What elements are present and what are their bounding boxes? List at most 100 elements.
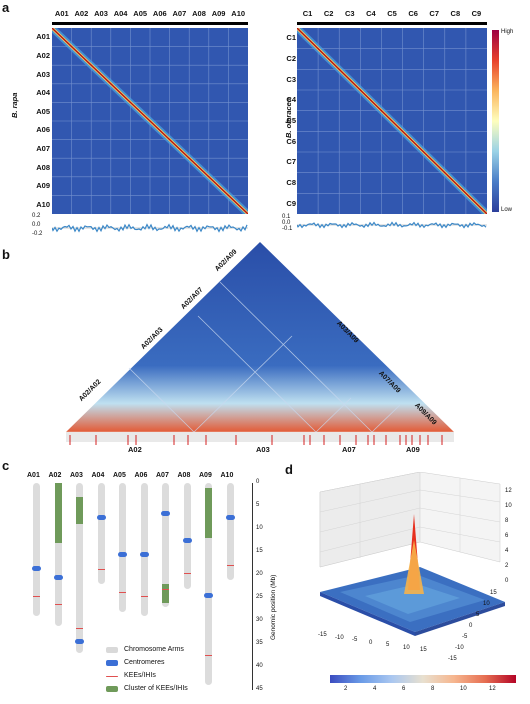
- chrom-row-label: A06: [36, 125, 50, 135]
- chrom-col-label: A10: [231, 9, 246, 18]
- chrom-row-label: A08: [36, 162, 50, 172]
- y-tick: 0: [256, 479, 260, 485]
- chrom-label: A07: [342, 445, 356, 454]
- y-tick: -10: [455, 645, 464, 651]
- chrom-row-label: C8: [286, 178, 296, 187]
- panel-d-letter: d: [285, 462, 293, 477]
- kee-cluster: [54, 483, 62, 543]
- chrom-row-label: A01: [36, 32, 50, 42]
- kee-mark: [33, 596, 40, 598]
- colorbar-tick: 10: [460, 686, 467, 692]
- y-tick: 30: [256, 617, 263, 623]
- genomic-position-label: Genomic position (Mb): [270, 574, 277, 640]
- panel-c-letter: c: [2, 458, 10, 473]
- chrom-col-label: C3: [344, 9, 355, 18]
- kee-mark: [54, 604, 62, 606]
- centromere: [204, 593, 213, 599]
- y-tick: 0: [469, 623, 473, 629]
- colorbar-tick: 12: [489, 686, 496, 692]
- b-oleracea-track-tick-3: -0.1: [282, 226, 293, 232]
- chrom-row-label: A03: [36, 69, 50, 79]
- centromere: [75, 639, 84, 645]
- legend-label: KEEs/IHIs: [124, 672, 156, 679]
- y-tick: 15: [256, 548, 263, 554]
- chromosome-ideogram: A01 A02 A03 A04 A05 A06 A07 A08 A09 A10: [27, 472, 250, 692]
- y-tick: 35: [256, 640, 263, 646]
- chromosome-arm: [140, 483, 148, 617]
- chrom-row-label: A10: [36, 199, 50, 209]
- surface-z-ticks: 0 2 4 6 8 10 12: [505, 478, 525, 588]
- colorbar-tick: 6: [402, 686, 406, 692]
- legend-swatch: [106, 676, 118, 677]
- b-oleracea-top-track: [297, 22, 487, 25]
- z-tick: 2: [505, 563, 509, 569]
- b-oleracea-chrom-labels: C1 C2 C3 C4 C5 C6 C7 C8 C9: [297, 9, 487, 21]
- b-rapa-hic-heatmap: [52, 28, 248, 214]
- b-rapa-track-tick-1: 0.2: [32, 213, 41, 219]
- b-oleracea-hic-heatmap: [297, 28, 487, 214]
- chrom-col-label: A05: [133, 9, 148, 18]
- b-oleracea-row-labels: C1 C2 C3 C4 C5 C6 C7 C8 C9: [278, 28, 296, 214]
- panel-b-chrom-labels: A02 A03 A07 A09: [66, 445, 454, 457]
- chromosome-arm: [33, 483, 40, 617]
- x-tick: -10: [335, 634, 344, 641]
- chrom-label: A02: [48, 472, 62, 479]
- x-tick: 10: [403, 644, 410, 651]
- chrom-row-label: A04: [36, 88, 50, 98]
- kee-mark: [97, 569, 105, 571]
- genomic-position-ticks: 0 5 10 15 20 25 30 35 40 45: [252, 479, 272, 694]
- kee-mark: [119, 592, 126, 594]
- legend-label: Chromosome Arms: [124, 646, 184, 653]
- chromosome-arm: [97, 483, 105, 585]
- chrom-row-label: A09: [36, 181, 50, 191]
- x-tick: 0: [369, 639, 373, 646]
- chrom-label: A04: [91, 472, 105, 479]
- panel-b-triangle-heatmap: [66, 242, 454, 442]
- colorbar-tick: 4: [373, 686, 377, 692]
- legend-swatch: [106, 660, 118, 666]
- z-tick: 6: [505, 533, 509, 539]
- y-tick: 20: [256, 571, 263, 577]
- panel-b-kee-track: [66, 432, 454, 445]
- panel-a-letter: a: [2, 0, 10, 15]
- y-tick: 5: [256, 502, 260, 508]
- chrom-label: A05: [113, 472, 126, 479]
- legend-swatch: [106, 647, 118, 653]
- kee-mark: [76, 627, 83, 629]
- b-rapa-track-tick-3: -0.2: [32, 231, 43, 237]
- chrom-col-label: C1: [302, 9, 313, 18]
- centromere: [161, 510, 170, 516]
- chrom-col-label: A02: [74, 9, 89, 18]
- chrom-col-label: C4: [366, 9, 376, 18]
- kee-mark: [226, 565, 234, 567]
- surface-colorbar: [330, 675, 516, 683]
- chrom-col-label: C8: [450, 9, 461, 18]
- chrom-label: A06: [134, 472, 148, 479]
- centromere: [53, 575, 63, 580]
- chromosome-arm: [54, 483, 62, 626]
- chrom-row-label: A07: [36, 143, 50, 153]
- z-tick: 4: [505, 548, 509, 554]
- kee-mark: [183, 572, 191, 574]
- chrom-label: A09: [199, 472, 212, 479]
- y-tick: 10: [483, 601, 490, 607]
- legend-label: Cluster of KEEs/IHIs: [124, 685, 188, 692]
- chrom-col-label: C7: [429, 9, 440, 18]
- y-tick: 10: [256, 525, 263, 531]
- centromere: [182, 538, 192, 544]
- centromere: [225, 515, 235, 521]
- chromosome-arm: [226, 483, 234, 580]
- legend-label: Centromeres: [124, 659, 165, 666]
- chrom-row-label: C6: [286, 136, 296, 146]
- chrom-label: A10: [220, 472, 234, 479]
- kee-mark: [140, 596, 148, 598]
- chromosome-arm: [76, 483, 83, 654]
- chrom-row-label: C7: [286, 157, 296, 167]
- chrom-col-label: A06: [152, 9, 167, 18]
- x-tick: 15: [420, 647, 427, 653]
- b-rapa-track: [51, 215, 248, 241]
- chrom-col-label: C2: [323, 9, 334, 18]
- kee-cluster: [205, 487, 212, 539]
- chrom-label: A08: [177, 472, 191, 479]
- surface-y-ticks: 15 10 5 0 -5 -10 -15: [440, 590, 510, 666]
